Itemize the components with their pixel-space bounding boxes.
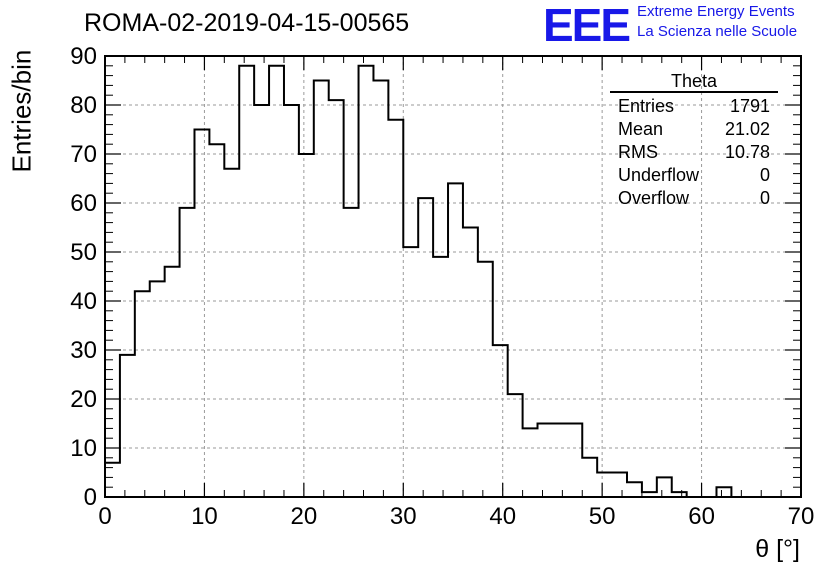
stats-label: RMS <box>618 142 658 162</box>
stats-row-entries: Entries 1791 <box>610 95 778 118</box>
x-tick-label: 20 <box>291 503 318 530</box>
stats-value: 10.78 <box>724 142 770 162</box>
stats-label: Mean <box>618 119 664 139</box>
stats-box: Theta Entries 1791 Mean 21.02 RMS 10.78 … <box>610 71 778 210</box>
grid-lines <box>105 56 801 497</box>
chart-title: ROMA-02-2019-04-15-00565 <box>84 9 410 37</box>
plot-frame <box>104 55 802 498</box>
x-tick-label: 50 <box>589 503 616 530</box>
x-tick-label: 10 <box>191 503 218 530</box>
logo-caption-line1: Extreme Energy Events <box>637 3 795 20</box>
y-tick-label: 30 <box>70 337 97 364</box>
stats-value: 0 <box>759 165 770 185</box>
stats-value: 0 <box>759 188 770 208</box>
y-tick-label: 0 <box>84 484 97 511</box>
y-tick-label: 80 <box>70 92 97 119</box>
y-tick-label: 90 <box>70 43 97 70</box>
x-axis-label: θ [°] <box>755 535 800 563</box>
y-tick-label: 10 <box>70 435 97 462</box>
stats-label: Overflow <box>618 188 690 208</box>
y-tick-label: 70 <box>70 141 97 168</box>
extra-bins <box>715 486 733 497</box>
stats-row-rms: RMS 10.78 <box>610 141 778 164</box>
logo-caption: Extreme Energy Events La Scienza nelle S… <box>637 2 797 42</box>
y-tick-label: 40 <box>70 288 97 315</box>
stats-value: 1791 <box>729 96 770 116</box>
histogram-extra-bin <box>715 486 733 497</box>
x-tick-label: 40 <box>489 503 516 530</box>
stats-label: Underflow <box>618 165 700 185</box>
stats-box-title: Theta <box>610 71 778 93</box>
y-tick-label: 20 <box>70 386 97 413</box>
y-axis-label: Entries/bin <box>6 49 37 173</box>
stats-row-mean: Mean 21.02 <box>610 118 778 141</box>
y-tick-label: 60 <box>70 190 97 217</box>
x-tick-label: 70 <box>788 503 815 530</box>
eee-logo: EEE <box>543 0 631 51</box>
stats-row-overflow: Overflow 0 <box>610 187 778 210</box>
histogram-step-line <box>104 64 688 497</box>
tick-labels: 0 10 20 30 40 50 60 70 0 10 20 30 40 50 60 70 80 90 <box>70 43 814 530</box>
stats-row-underflow: Underflow 0 <box>610 164 778 187</box>
x-tick-label: 0 <box>98 503 111 530</box>
x-tick-label: 30 <box>390 503 417 530</box>
logo-caption-line2: La Scienza nelle Scuole <box>637 23 798 40</box>
y-tick-label: 50 <box>70 239 97 266</box>
x-tick-label: 60 <box>688 503 715 530</box>
stats-label: Entries <box>618 96 675 116</box>
stats-value: 21.02 <box>724 119 770 139</box>
